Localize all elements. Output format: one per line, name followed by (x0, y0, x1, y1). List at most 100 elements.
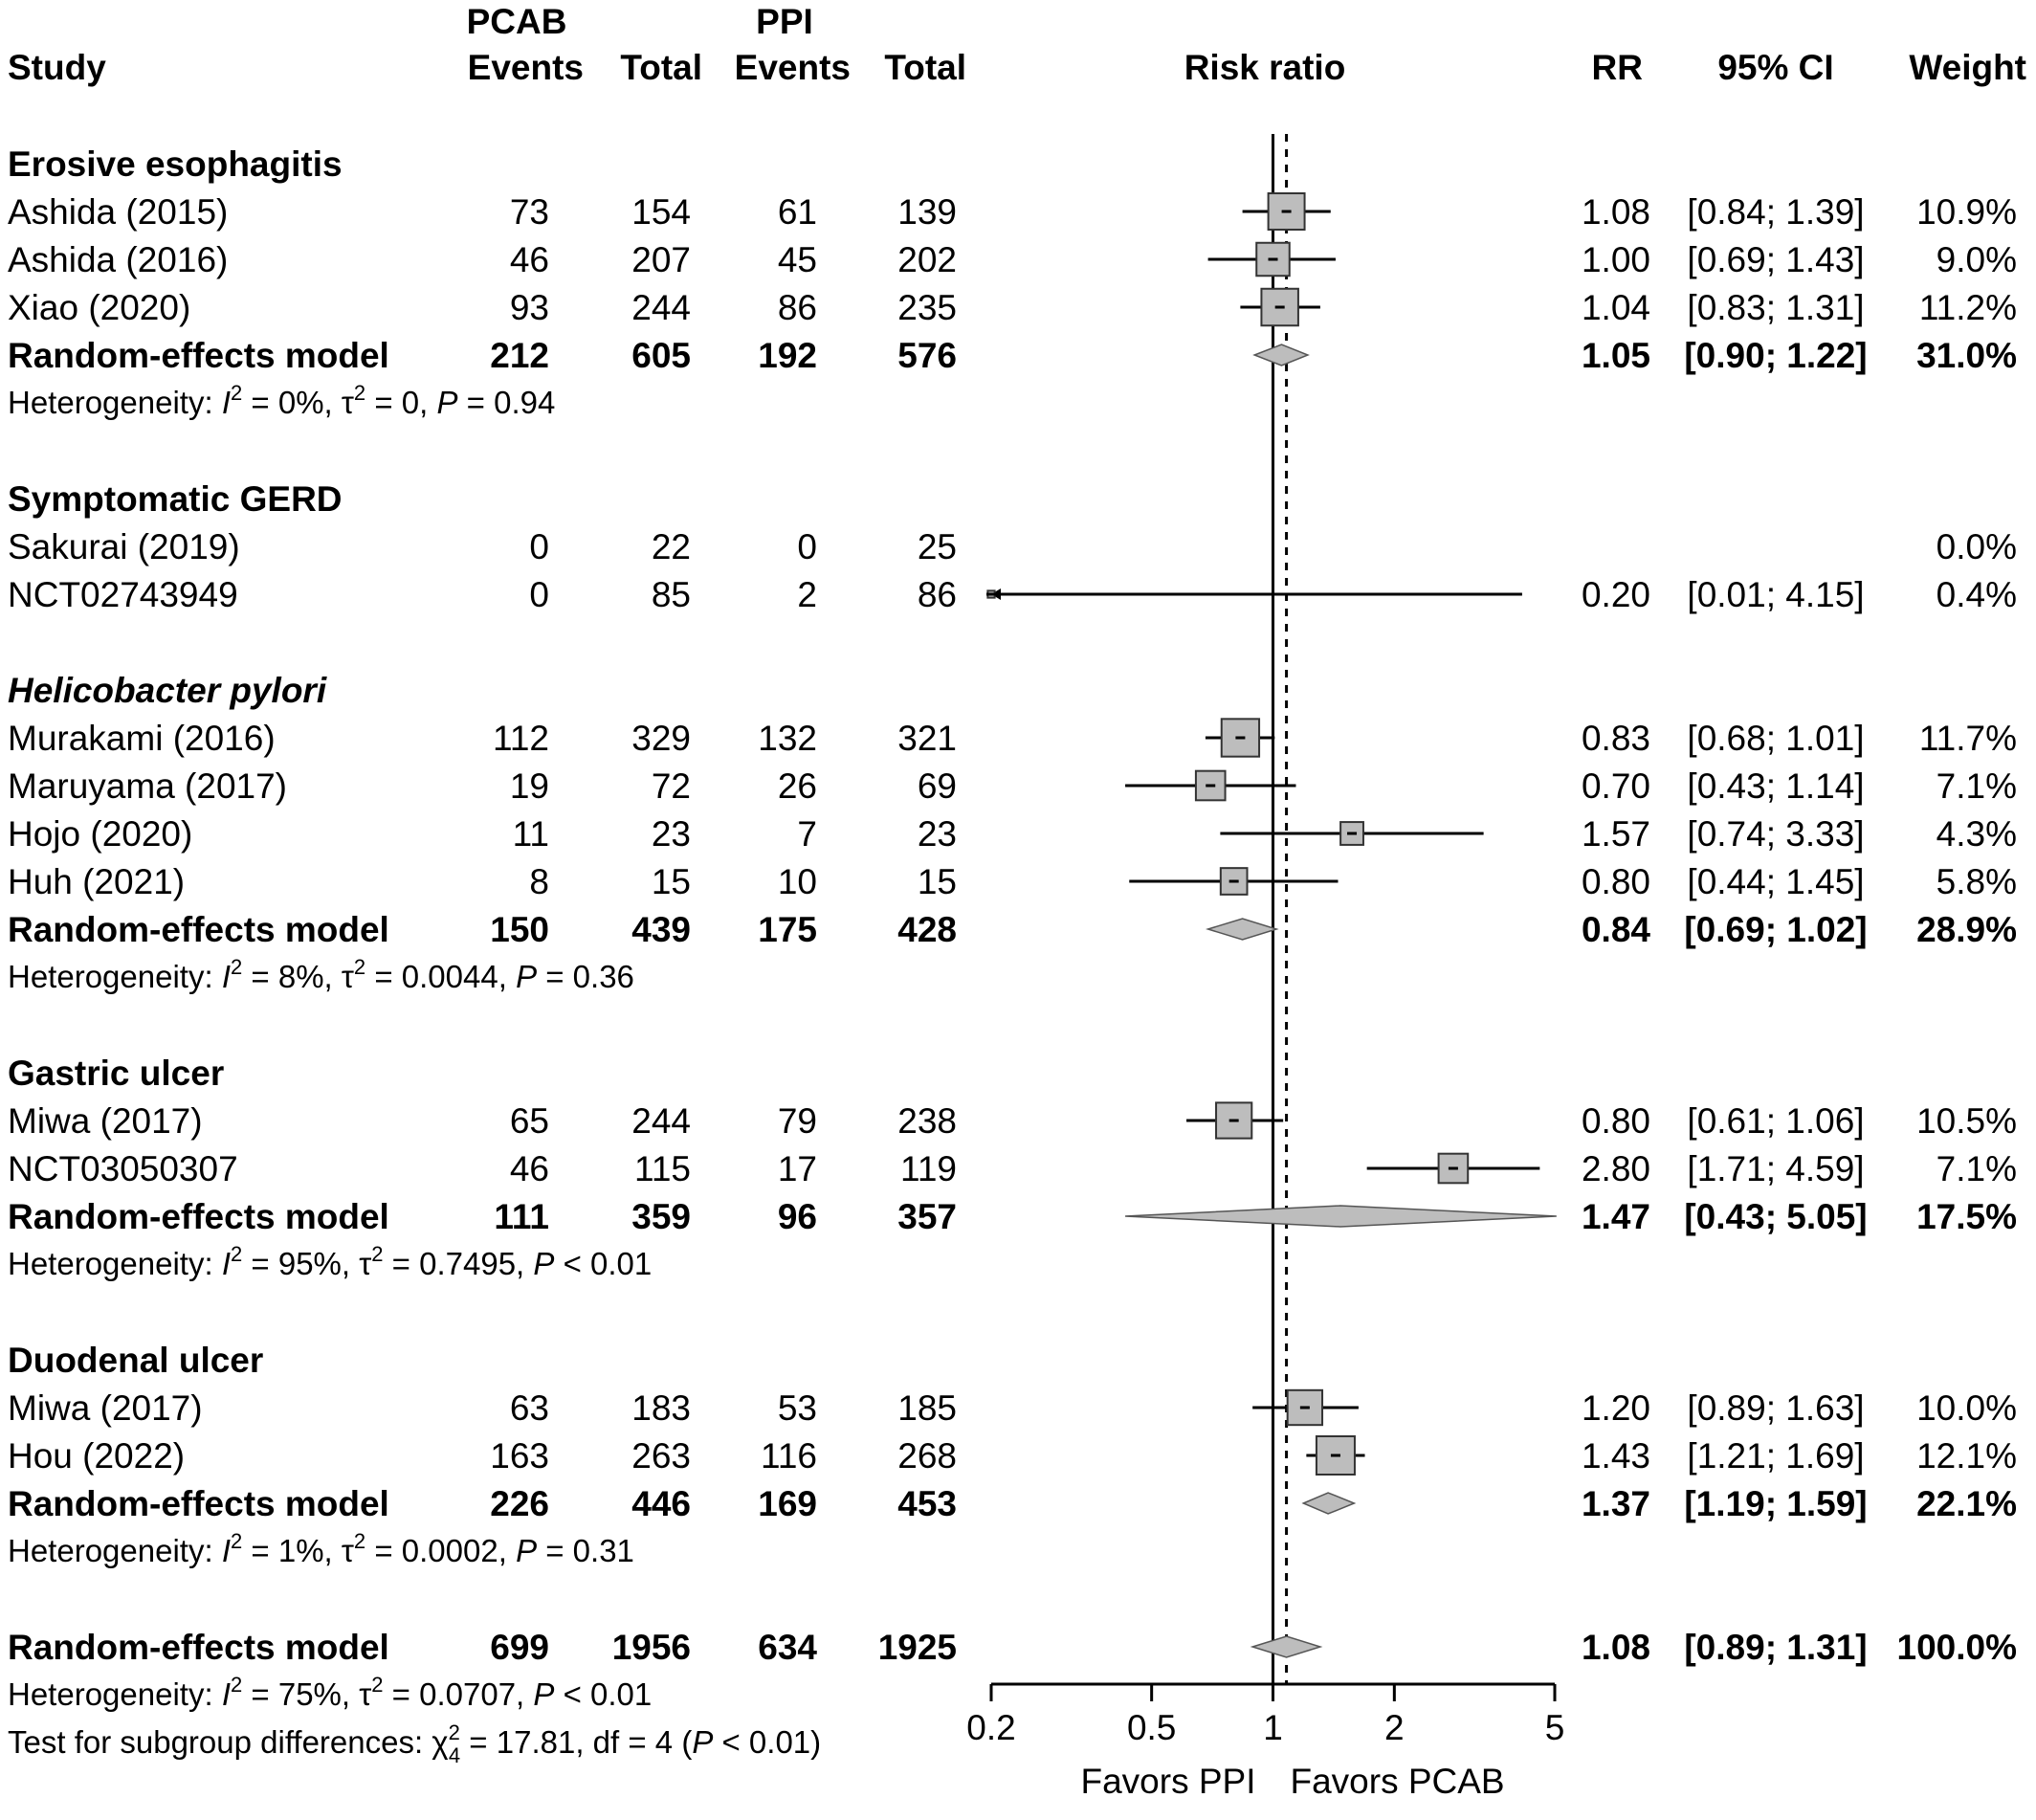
ci-value: [0.84; 1.39] (1687, 192, 1864, 232)
rr-value: 1.04 (1582, 288, 1650, 327)
row-het: Heterogeneity: I2 = 95%, τ2 = 0.7495, P … (8, 1242, 652, 1281)
pcab-total: 244 (631, 288, 691, 327)
ci-value: [0.74; 3.33] (1687, 814, 1864, 854)
ci-value: [0.90; 1.22] (1684, 336, 1867, 375)
group-label: Gastric ulcer (8, 1054, 224, 1093)
pcab-total: 605 (631, 336, 691, 375)
ppi-total: 25 (918, 527, 957, 566)
ppi-total: 119 (900, 1149, 957, 1188)
ci-value: [0.44; 1.45] (1687, 862, 1864, 901)
summary-diamond (1301, 1492, 1357, 1515)
ppi-total: 238 (897, 1101, 957, 1141)
weight-value: 4.3% (1936, 814, 2017, 854)
ppi-events: 2 (797, 575, 817, 614)
study-label: Miwa (2017) (8, 1388, 203, 1428)
pcab-total: 183 (631, 1388, 691, 1428)
header-rr: RR (1592, 48, 1643, 87)
rr-value: 0.70 (1582, 766, 1650, 806)
header-events-2: Events (735, 48, 851, 87)
row-het: Heterogeneity: I2 = 75%, τ2 = 0.0707, P … (8, 1673, 652, 1712)
summary-diamond (1250, 1635, 1323, 1658)
pcab-events: 150 (490, 910, 549, 949)
favors-left-label: Favors PPI (1081, 1762, 1256, 1801)
weight-value: 10.5% (1916, 1101, 2017, 1141)
pcab-events: 163 (490, 1436, 549, 1476)
ppi-events: 0 (797, 527, 817, 566)
rr-value: 0.84 (1582, 910, 1650, 949)
ppi-total: 139 (897, 192, 957, 232)
table-header: PCAB PPI Study Events Total Events Total… (8, 2, 2026, 87)
rr-value: 0.80 (1582, 1101, 1650, 1141)
summary-diamond (1206, 918, 1279, 941)
weight-value: 100.0% (1897, 1628, 2018, 1667)
ci-value: [1.21; 1.69] (1687, 1436, 1864, 1476)
pcab-events: 93 (510, 288, 549, 327)
group-label: Symptomatic GERD (8, 479, 343, 519)
row-group: Erosive esophagitis (8, 144, 343, 184)
ppi-total: 86 (918, 575, 957, 614)
ci-value: [0.69; 1.43] (1687, 240, 1864, 279)
study-label: Miwa (2017) (8, 1101, 203, 1141)
pcab-events: 0 (529, 575, 549, 614)
header-ci: 95% CI (1717, 48, 1833, 87)
pcab-total: 329 (631, 719, 691, 758)
row-group: Gastric ulcer (8, 1054, 224, 1093)
ppi-events: 86 (778, 288, 817, 327)
group-label: Duodenal ulcer (8, 1341, 263, 1380)
ci-value: [0.89; 1.31] (1684, 1628, 1867, 1667)
summary-diamond (1252, 344, 1310, 366)
weight-value: 17.5% (1916, 1197, 2017, 1236)
study-label: NCT03050307 (8, 1149, 238, 1188)
pcab-events: 699 (490, 1628, 549, 1667)
row-study: Miwa (2017) 63 183 53 185 1.20 [0.89; 1.63] 10.… (8, 1388, 2017, 1428)
rr-value: 0.80 (1582, 862, 1650, 901)
ppi-total: 576 (897, 336, 957, 375)
ppi-events: 169 (758, 1484, 817, 1523)
ci-value: [0.43; 5.05] (1684, 1197, 1867, 1236)
axis-tick-label: 0.5 (1127, 1708, 1176, 1747)
ppi-events: 192 (758, 336, 817, 375)
pcab-total: 446 (631, 1484, 691, 1523)
study-label: Huh (2021) (8, 862, 185, 901)
ci-value: [0.89; 1.63] (1687, 1388, 1864, 1428)
row-study: NCT03050307 46 115 17 119 2.80 [1.71; 4.59] 7.1… (8, 1149, 2017, 1188)
row-study: Miwa (2017) 65 244 79 238 0.80 [0.61; 1.06] 10.… (8, 1101, 2017, 1141)
ppi-events: 7 (797, 814, 817, 854)
row-model: Random-effects model 212 605 192 576 1.05 [0.9… (8, 336, 2017, 375)
row-model: Random-effects model 111 359 96 357 1.47 [0.43… (8, 1197, 2017, 1236)
row-het: Heterogeneity: I2 = 1%, τ2 = 0.0002, P =… (8, 1529, 634, 1568)
pcab-total: 115 (634, 1149, 691, 1188)
ci-value: [1.71; 4.59] (1687, 1149, 1864, 1188)
rr-value: 1.57 (1582, 814, 1650, 854)
weight-value: 10.0% (1916, 1388, 2017, 1428)
ci-value: [0.01; 4.15] (1687, 575, 1864, 614)
weight-value: 7.1% (1936, 1149, 2017, 1188)
ppi-total: 1925 (878, 1628, 957, 1667)
pcab-events: 46 (510, 240, 549, 279)
ppi-events: 175 (758, 910, 817, 949)
axis-tick-label: 0.2 (966, 1708, 1015, 1747)
row-study: Maruyama (2017) 19 72 26 69 0.70 [0.43; 1.14] 7… (8, 766, 2017, 806)
header-total-1: Total (620, 48, 702, 87)
rr-value: 0.83 (1582, 719, 1650, 758)
rr-value: 1.00 (1582, 240, 1650, 279)
ppi-total: 23 (918, 814, 957, 854)
pcab-total: 244 (631, 1101, 691, 1141)
header-weight: Weight (1909, 48, 2026, 87)
pcab-total: 263 (631, 1436, 691, 1476)
pcab-total: 207 (631, 240, 691, 279)
pcab-total: 72 (652, 766, 691, 806)
ppi-events: 132 (758, 719, 817, 758)
study-label: Ashida (2016) (8, 240, 228, 279)
weight-value: 0.4% (1936, 575, 2017, 614)
study-label: Ashida (2015) (8, 192, 228, 232)
ppi-total: 453 (897, 1484, 957, 1523)
ppi-events: 17 (778, 1149, 817, 1188)
ppi-events: 26 (778, 766, 817, 806)
header-group2: PPI (756, 2, 813, 41)
effect-square (1315, 1435, 1356, 1476)
weight-value: 12.1% (1916, 1436, 2017, 1476)
ppi-events: 116 (761, 1436, 817, 1476)
